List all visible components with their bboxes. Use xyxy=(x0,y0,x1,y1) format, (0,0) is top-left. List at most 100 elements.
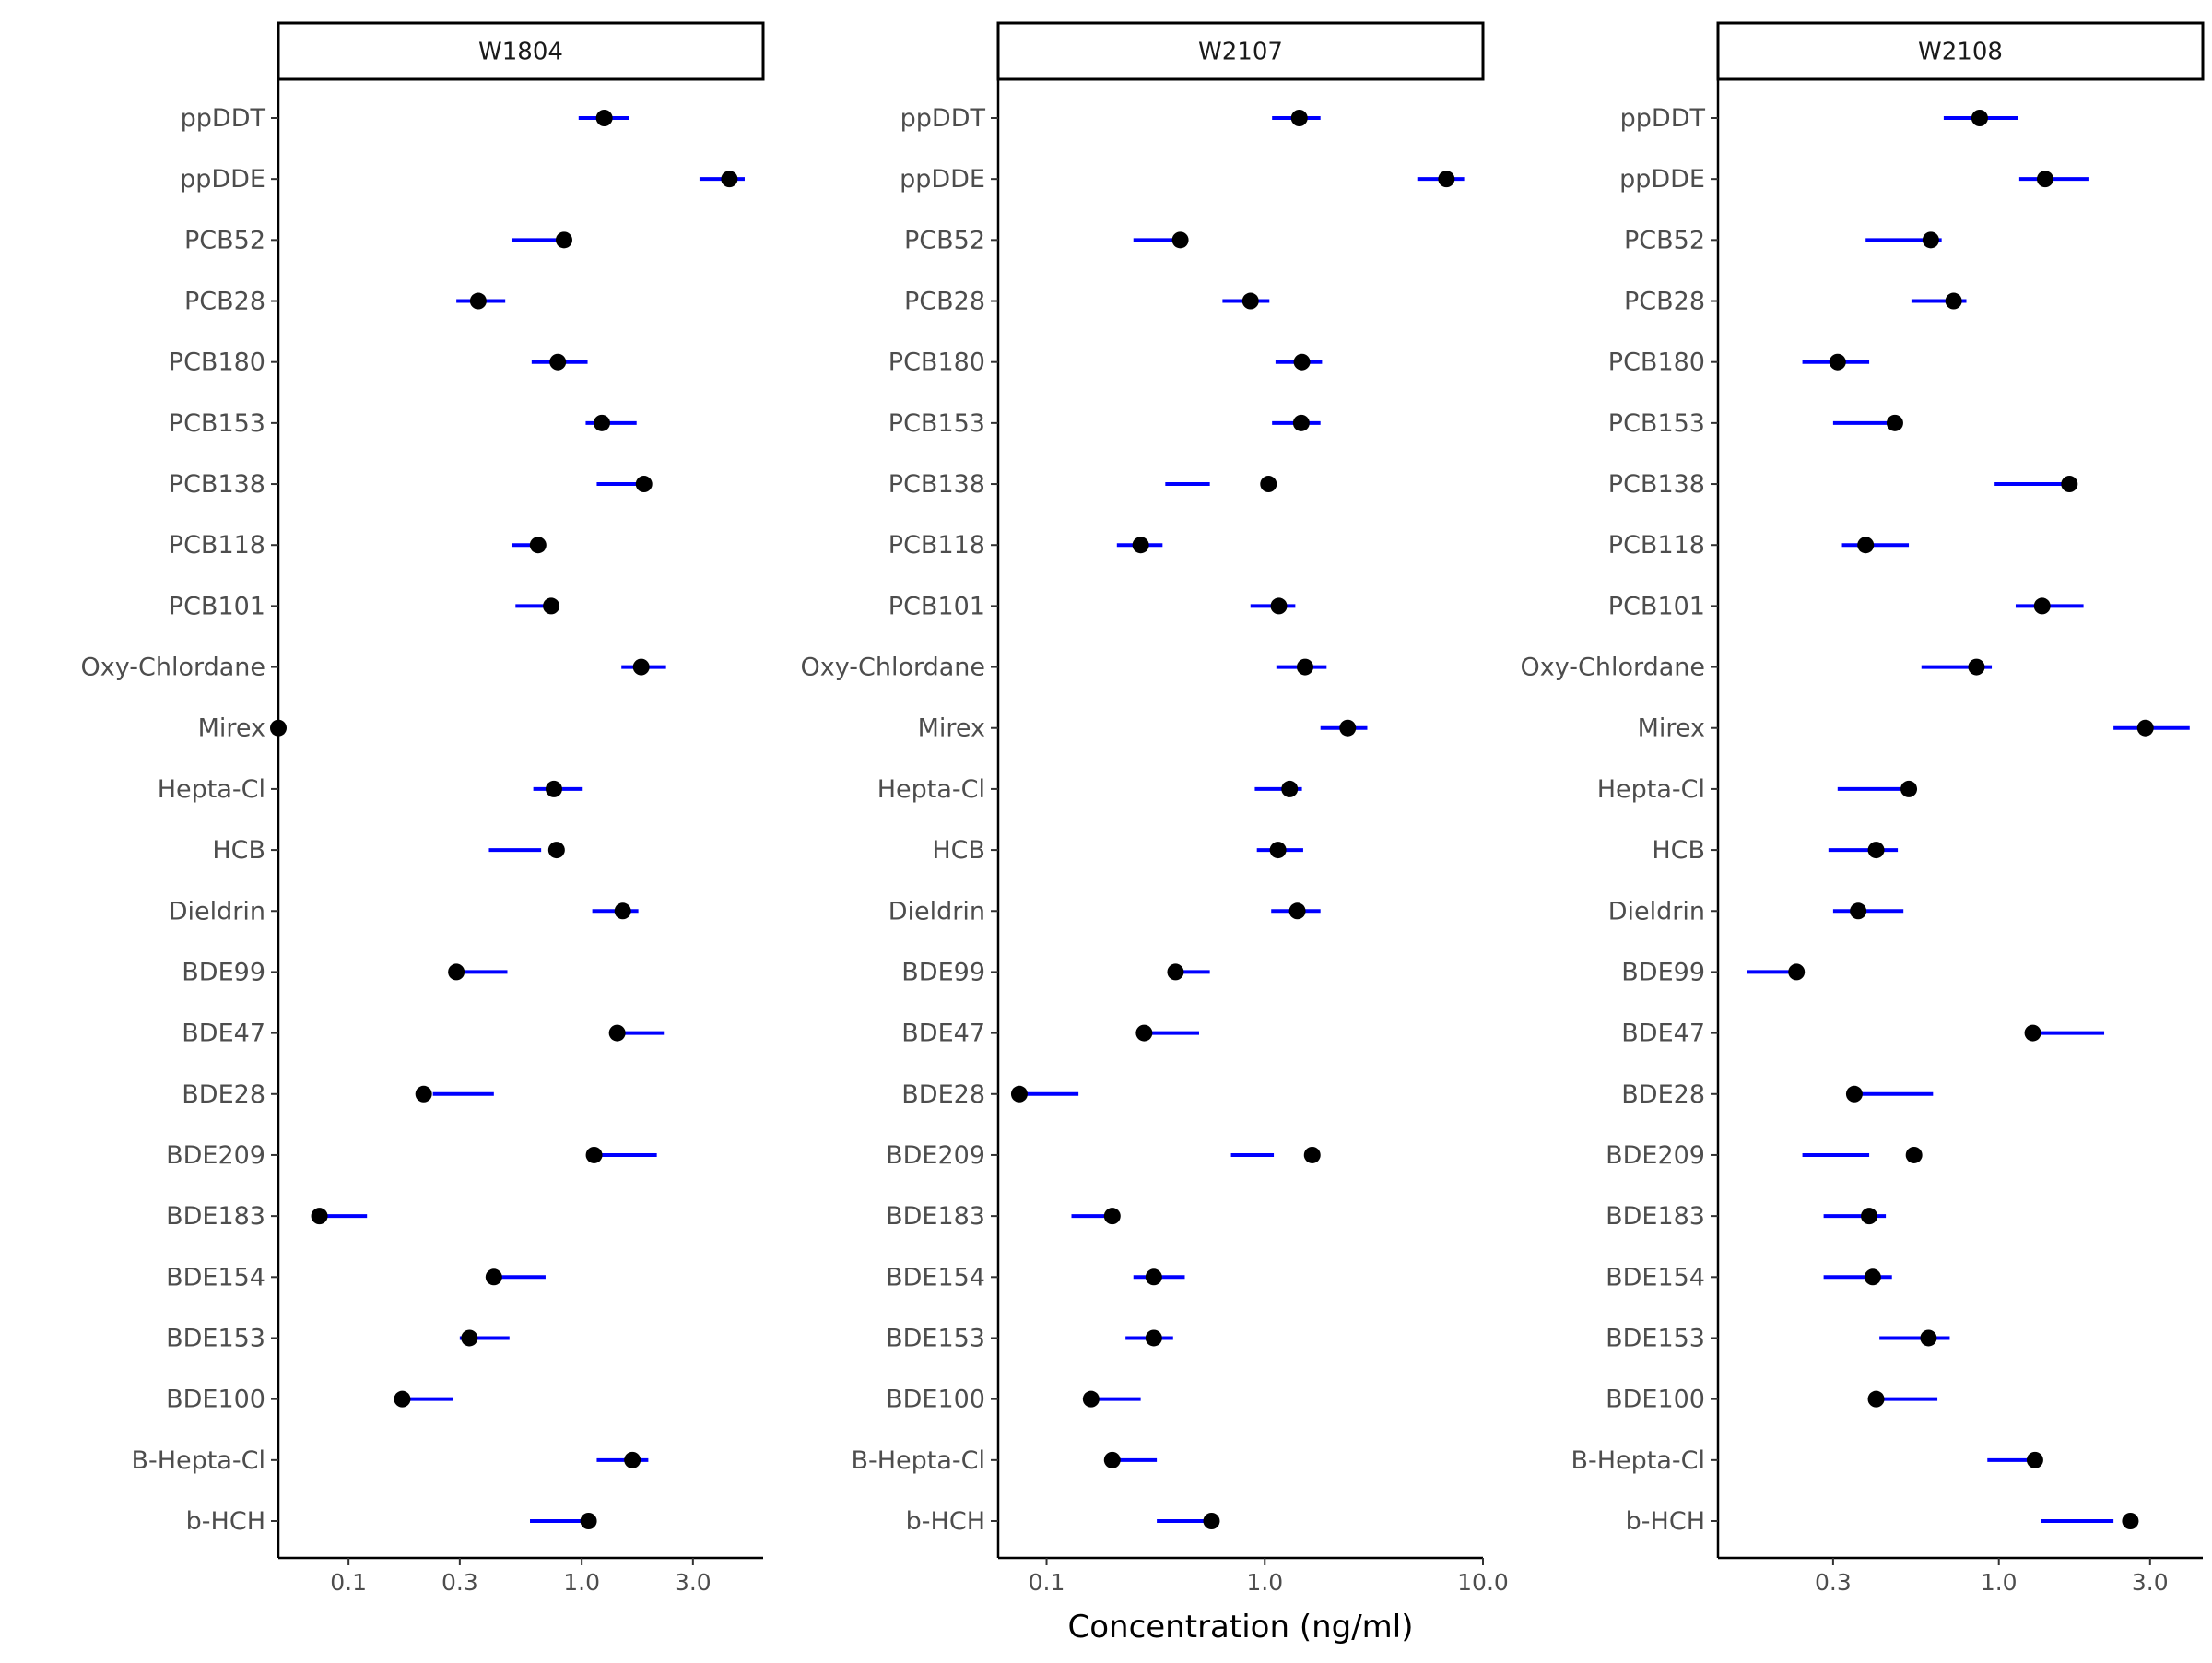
y-tick-label: PCB153 xyxy=(1608,409,1705,438)
data-point xyxy=(1864,1268,1881,1286)
data-point xyxy=(2033,597,2051,615)
data-point xyxy=(1290,110,1308,126)
y-tick-label: PCB153 xyxy=(888,409,985,438)
data-point xyxy=(1438,171,1455,188)
data-point xyxy=(1945,292,1962,310)
y-tick-label: BDE28 xyxy=(1621,1080,1705,1109)
facet-title: W2108 xyxy=(1918,39,2003,66)
data-point xyxy=(1292,414,1310,431)
data-point xyxy=(593,414,610,431)
data-point xyxy=(635,476,653,493)
data-point xyxy=(1867,842,1885,859)
y-tick-label: B-Hepta-Cl xyxy=(851,1446,985,1475)
y-tick-label: BDE99 xyxy=(1621,958,1705,986)
y-tick-label: B-Hepta-Cl xyxy=(1571,1446,1705,1475)
x-tick-label: 1.0 xyxy=(1981,1569,2018,1596)
data-point xyxy=(1082,1390,1100,1408)
y-tick-label: PCB52 xyxy=(1624,226,1705,254)
y-tick-label: PCB138 xyxy=(888,470,985,499)
y-tick-label: PCB118 xyxy=(1608,531,1705,560)
y-tick-label: BDE47 xyxy=(1621,1020,1705,1048)
y-tick-label: Dieldrin xyxy=(1608,897,1705,926)
y-tick-label: BDE100 xyxy=(166,1386,265,1414)
data-point xyxy=(394,1390,411,1408)
y-tick-label: b-HCH xyxy=(1626,1507,1705,1536)
data-point xyxy=(1857,537,1875,554)
data-point xyxy=(1145,1268,1162,1286)
data-point xyxy=(585,1146,603,1163)
data-point xyxy=(608,1024,626,1042)
y-tick-label: Mirex xyxy=(918,714,985,743)
y-tick-label: Mirex xyxy=(198,714,265,743)
y-tick-label: ppDDE xyxy=(900,165,985,194)
x-tick-label: 1.0 xyxy=(563,1569,600,1596)
y-tick-label: ppDDT xyxy=(1620,104,1706,133)
y-tick-label: ppDDE xyxy=(180,165,265,194)
data-point xyxy=(1135,1024,1153,1042)
y-tick-label: Hepta-Cl xyxy=(158,775,265,804)
data-point xyxy=(448,963,465,981)
y-tick-label: BDE153 xyxy=(886,1324,985,1352)
y-tick-label: BDE183 xyxy=(166,1202,265,1231)
y-tick-label: PCB138 xyxy=(1608,470,1705,499)
data-point xyxy=(2136,719,2154,737)
y-tick-label: Oxy-Chlordane xyxy=(1521,654,1706,682)
data-point xyxy=(1339,719,1357,737)
y-tick-label: PCB28 xyxy=(904,288,985,316)
x-tick-label: 0.3 xyxy=(441,1569,478,1596)
data-point xyxy=(1132,537,1149,554)
x-axis-title: Concentration (ng/ml) xyxy=(1067,1609,1413,1645)
y-tick-label: HCB xyxy=(212,836,265,865)
x-tick-label: 1.0 xyxy=(1246,1569,1283,1596)
y-tick-label: Hepta-Cl xyxy=(877,775,985,804)
data-point xyxy=(1905,1146,1923,1163)
y-tick-label: b-HCH xyxy=(186,1507,265,1536)
y-tick-label: BDE100 xyxy=(886,1386,985,1414)
y-tick-label: PCB118 xyxy=(888,531,985,560)
data-point xyxy=(270,719,287,737)
data-point xyxy=(632,658,650,676)
data-point xyxy=(2036,171,2053,188)
y-tick-label: Dieldrin xyxy=(888,897,985,926)
y-tick-label: PCB52 xyxy=(904,226,985,254)
data-point xyxy=(580,1513,597,1529)
data-point xyxy=(461,1329,478,1347)
y-tick-label: PCB28 xyxy=(1624,288,1705,316)
data-point xyxy=(2061,476,2078,493)
y-tick-label: Mirex xyxy=(1638,714,1705,743)
y-tick-label: BDE209 xyxy=(886,1141,985,1170)
x-tick-label: 10.0 xyxy=(1457,1569,1509,1596)
facet-strip xyxy=(276,21,765,81)
y-tick-label: PCB52 xyxy=(184,226,265,254)
data-point xyxy=(1260,476,1277,493)
y-tick-label: BDE47 xyxy=(182,1020,265,1048)
y-tick-label: b-HCH xyxy=(906,1507,985,1536)
x-tick-label: 3.0 xyxy=(2132,1569,2169,1596)
data-point xyxy=(1203,1513,1220,1529)
y-tick-label: BDE183 xyxy=(1606,1202,1705,1231)
y-tick-label: BDE154 xyxy=(1606,1263,1705,1291)
data-point xyxy=(1171,231,1189,249)
y-tick-label: PCB101 xyxy=(169,592,265,620)
y-tick-label: HCB xyxy=(1652,836,1705,865)
y-tick-label: Oxy-Chlordane xyxy=(801,654,986,682)
y-tick-label: BDE153 xyxy=(1606,1324,1705,1352)
data-point xyxy=(2024,1024,2041,1042)
y-tick-label: Hepta-Cl xyxy=(1597,775,1705,804)
y-tick-label: HCB xyxy=(932,836,985,865)
data-point xyxy=(1288,902,1306,920)
x-tick-label: 0.3 xyxy=(1815,1569,1852,1596)
data-point xyxy=(1296,658,1313,676)
y-tick-label: BDE47 xyxy=(901,1020,985,1048)
data-point xyxy=(1867,1390,1885,1408)
y-tick-label: PCB101 xyxy=(1608,592,1705,620)
y-tick-label: BDE28 xyxy=(901,1080,985,1109)
data-point xyxy=(1968,658,1985,676)
y-tick-label: PCB28 xyxy=(184,288,265,316)
y-tick-label: PCB101 xyxy=(888,592,985,620)
data-point xyxy=(543,597,560,615)
y-tick-label: PCB180 xyxy=(169,348,265,377)
y-tick-label: BDE99 xyxy=(901,958,985,986)
data-point xyxy=(1010,1085,1028,1103)
y-tick-label: PCB180 xyxy=(888,348,985,377)
